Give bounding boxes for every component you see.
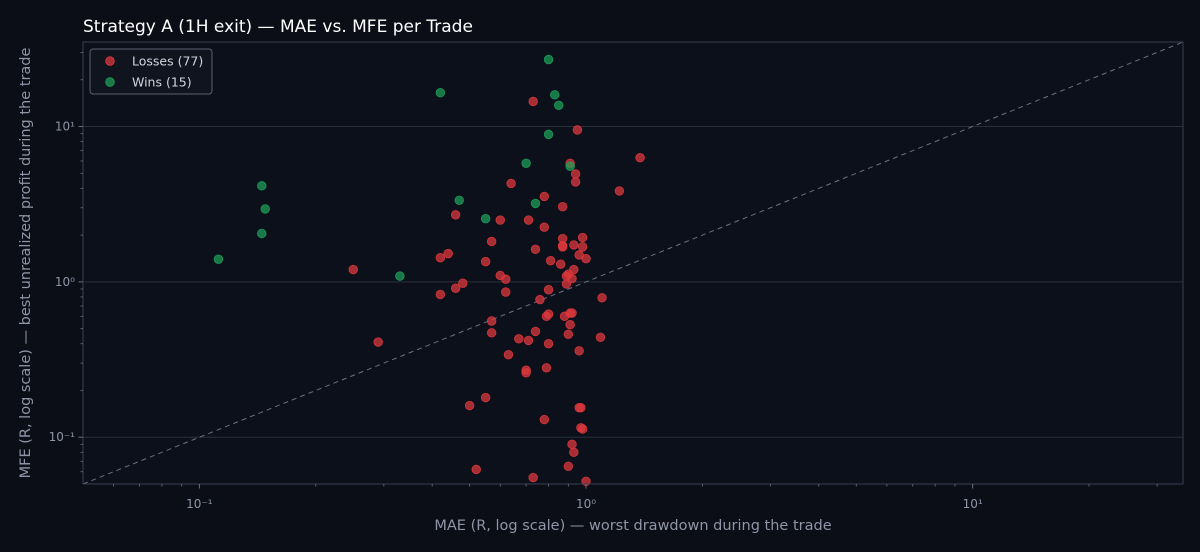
loss-point — [530, 326, 541, 337]
loss-point — [567, 273, 577, 284]
x-tick-label: 10⁰ — [576, 497, 596, 511]
loss-point — [539, 414, 549, 425]
loss-point — [528, 96, 538, 107]
loss-point — [563, 329, 574, 339]
loss-point — [506, 178, 516, 189]
loss-point — [348, 264, 358, 275]
loss-point — [577, 242, 588, 252]
loss-point — [450, 283, 461, 293]
win-point — [480, 214, 491, 224]
loss-point — [471, 464, 481, 475]
loss-point — [373, 337, 383, 347]
loss-point — [458, 278, 468, 288]
loss-point — [443, 248, 453, 259]
legend-label: Losses (77) — [132, 54, 203, 69]
y-tick-label: 10⁻¹ — [49, 430, 76, 444]
legend: Losses (77) Wins (15) — [89, 48, 213, 95]
y-tick-label: 10¹ — [55, 120, 75, 134]
loss-point — [435, 289, 446, 300]
win-point — [550, 90, 560, 100]
win-point — [543, 54, 554, 65]
loss-point — [557, 240, 568, 251]
loss-point — [486, 328, 497, 338]
loss-point — [486, 236, 497, 247]
loss-point — [480, 256, 491, 267]
loss-point — [480, 392, 491, 403]
x-axis-label: MAE (R, log scale) — worst drawdown duri… — [434, 518, 831, 534]
loss-point — [486, 316, 497, 326]
chart-title: Strategy A (1H exit) — MAE vs. MFE per T… — [83, 17, 473, 37]
loss-point — [581, 253, 591, 264]
loss-point — [569, 264, 579, 275]
loss-point — [567, 439, 577, 450]
loss-point — [565, 320, 575, 330]
loss-point — [530, 244, 541, 255]
loss-point — [574, 346, 584, 356]
grid-lines — [83, 126, 1183, 438]
plot-area-background — [83, 42, 1183, 484]
loss-point — [570, 169, 581, 179]
loss-point — [523, 215, 534, 225]
win-point — [213, 254, 224, 264]
win-point — [395, 271, 405, 281]
loss-point — [501, 274, 511, 284]
loss-point — [501, 287, 511, 297]
loss-point — [535, 294, 545, 305]
loss-point — [595, 332, 606, 342]
loss-point — [577, 232, 588, 243]
win-point — [260, 204, 270, 214]
win-point — [257, 228, 267, 239]
win-point — [257, 181, 267, 191]
plot-frame — [82, 41, 1184, 485]
loss-point — [541, 363, 552, 373]
loss-point — [569, 447, 579, 457]
data-points — [213, 54, 645, 487]
loss-point — [555, 259, 566, 269]
loss-point — [521, 365, 531, 375]
loss-point — [635, 152, 645, 163]
y-tick-label: 10⁰ — [55, 275, 75, 289]
legend-label: Wins (15) — [132, 75, 192, 90]
win-point — [543, 129, 554, 140]
loss-point — [557, 201, 568, 212]
loss-point — [528, 472, 538, 483]
win-point — [435, 88, 446, 98]
loss-point — [523, 335, 534, 346]
loss-point — [597, 293, 607, 303]
legend-box — [89, 48, 213, 95]
loss-point — [539, 191, 549, 202]
x-tick-label: 10⁻¹ — [186, 497, 213, 511]
loss-point — [569, 240, 579, 250]
loss-point — [464, 400, 475, 411]
loss-point — [543, 285, 554, 295]
win-point — [521, 158, 531, 168]
loss-point — [559, 311, 570, 322]
loss-point — [570, 177, 581, 187]
axis-ticks: 10⁻¹ 10⁰ 10¹ 10⁻¹ 10⁰ 10¹ — [49, 52, 1158, 511]
loss-point — [563, 461, 574, 471]
win-point — [454, 195, 464, 206]
loss-point — [514, 334, 524, 344]
loss-point — [543, 339, 554, 349]
win-point — [530, 198, 541, 209]
loss-point — [576, 402, 586, 413]
loss-point — [572, 125, 583, 135]
win-point — [554, 100, 564, 110]
loss-point — [539, 222, 549, 232]
y-axis-label: MFE (R, log scale) — best unrealized pro… — [18, 48, 34, 479]
legend-marker — [105, 77, 115, 87]
loss-point — [495, 215, 505, 225]
legend-marker — [105, 56, 115, 66]
x-tick-label: 10¹ — [963, 497, 983, 511]
loss-point — [577, 424, 588, 434]
loss-point — [614, 186, 625, 196]
win-point — [565, 161, 575, 171]
loss-point — [435, 253, 446, 263]
loss-point — [450, 210, 461, 220]
loss-point — [545, 255, 556, 266]
loss-point — [543, 309, 554, 319]
loss-point — [503, 349, 514, 360]
